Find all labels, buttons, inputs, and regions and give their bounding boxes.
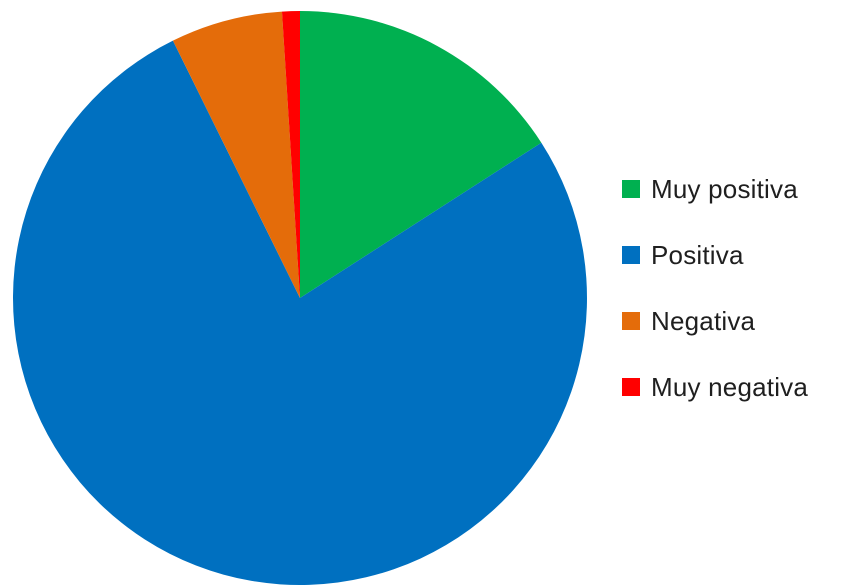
legend-item-muy-negativa: Muy negativa xyxy=(622,364,845,430)
legend-label-muy-positiva: Muy positiva xyxy=(651,174,798,204)
legend-item-negativa: Negativa xyxy=(622,298,845,364)
legend-item-muy-positiva: Muy positiva xyxy=(622,166,845,232)
legend-label-muy-negativa: Muy negativa xyxy=(651,372,809,402)
legend-label-negativa: Negativa xyxy=(651,306,756,336)
pie-slice-muy-negativa xyxy=(281,11,300,298)
legend-label-positiva: Positiva xyxy=(651,240,744,270)
pie-slice-muy-positiva xyxy=(300,11,542,298)
legend-swatch-muy-positiva xyxy=(622,180,640,198)
pie-slice-negativa xyxy=(172,11,300,298)
legend-swatch-positiva xyxy=(622,246,640,264)
legend-swatch-negativa xyxy=(622,312,640,330)
legend-swatch-muy-negativa xyxy=(622,378,640,396)
legend-item-positiva: Positiva xyxy=(622,232,845,298)
pie-slice-positiva xyxy=(12,40,587,585)
chart-legend: Muy positiva Positiva Negativa Muy negat… xyxy=(622,166,845,430)
